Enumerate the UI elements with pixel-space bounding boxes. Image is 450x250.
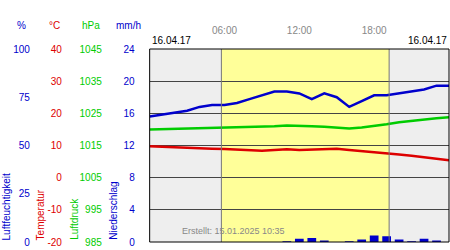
svg-text:50: 50 [19, 140, 31, 151]
svg-text:mm/h: mm/h [116, 20, 141, 31]
svg-text:40: 40 [51, 44, 63, 55]
svg-text:1005: 1005 [80, 172, 103, 183]
svg-text:hPa: hPa [82, 20, 100, 31]
svg-text:16: 16 [124, 108, 136, 119]
svg-text:16.04.17: 16.04.17 [152, 35, 191, 46]
svg-text:8: 8 [129, 172, 135, 183]
svg-text:18:00: 18:00 [362, 25, 387, 36]
svg-text:Temperatur: Temperatur [35, 189, 46, 240]
svg-text:20: 20 [124, 76, 136, 87]
svg-text:25: 25 [19, 188, 31, 199]
svg-text:%: % [17, 20, 26, 31]
svg-text:1015: 1015 [80, 140, 103, 151]
svg-text:Luftfeuchtigkeit: Luftfeuchtigkeit [1, 173, 12, 240]
svg-text:10: 10 [51, 140, 63, 151]
svg-text:Erstellt: 15.01.2025 10:35: Erstellt: 15.01.2025 10:35 [182, 226, 285, 236]
svg-text:4: 4 [129, 204, 135, 215]
svg-text:0: 0 [129, 237, 135, 248]
svg-text:30: 30 [51, 76, 63, 87]
svg-text:16.04.17: 16.04.17 [408, 35, 447, 46]
svg-text:100: 100 [13, 44, 30, 55]
svg-text:1025: 1025 [80, 108, 103, 119]
svg-text:24: 24 [124, 44, 136, 55]
svg-text:°C: °C [49, 20, 60, 31]
svg-text:12:00: 12:00 [287, 25, 312, 36]
svg-text:75: 75 [19, 92, 31, 103]
svg-text:Niederschlag: Niederschlag [108, 181, 119, 239]
svg-text:0: 0 [24, 237, 30, 248]
svg-text:0: 0 [56, 172, 62, 183]
svg-text:20: 20 [51, 108, 63, 119]
svg-text:995: 995 [85, 204, 102, 215]
svg-text:06:00: 06:00 [212, 25, 237, 36]
svg-text:Luftdruck: Luftdruck [69, 198, 80, 240]
svg-text:1045: 1045 [80, 44, 103, 55]
svg-text:-20: -20 [47, 237, 62, 248]
svg-text:1035: 1035 [80, 76, 103, 87]
svg-text:12: 12 [124, 140, 136, 151]
svg-text:-10: -10 [47, 204, 62, 215]
svg-text:985: 985 [85, 237, 102, 248]
